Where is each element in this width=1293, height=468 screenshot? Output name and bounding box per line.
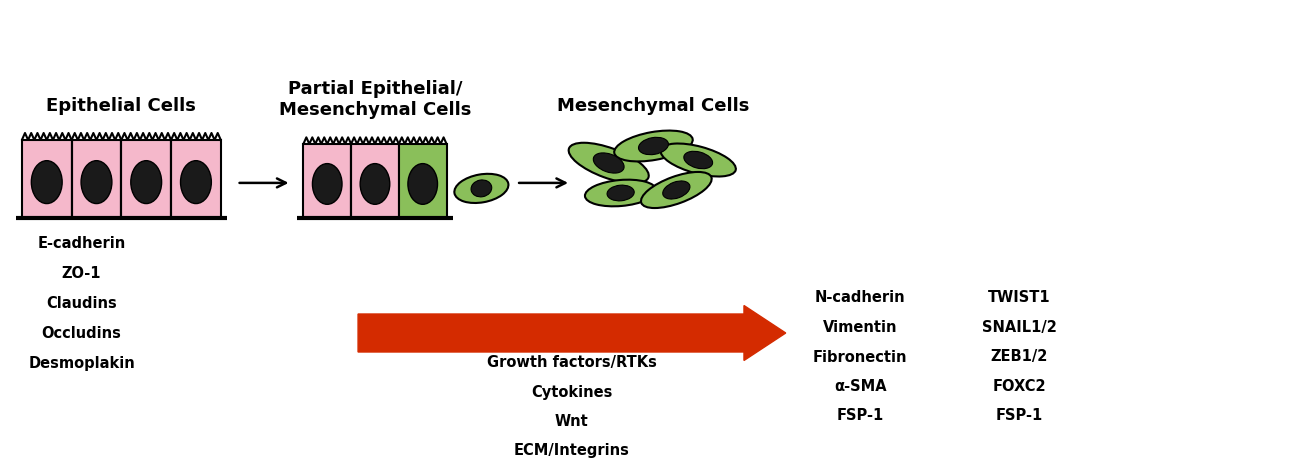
Ellipse shape [641, 172, 711, 208]
Ellipse shape [471, 180, 491, 197]
Text: ECM/Integrins: ECM/Integrins [513, 444, 630, 459]
Ellipse shape [569, 143, 649, 183]
Text: Fibronectin: Fibronectin [813, 350, 908, 365]
Text: FSP-1: FSP-1 [837, 409, 884, 424]
Text: Claudins: Claudins [47, 296, 116, 311]
FancyArrow shape [358, 306, 786, 360]
Bar [22, 140, 71, 218]
Text: Desmoplakin: Desmoplakin [28, 356, 134, 371]
Bar [398, 144, 446, 218]
Ellipse shape [584, 180, 657, 206]
Text: α-SMA: α-SMA [834, 379, 887, 394]
Bar [122, 140, 171, 218]
Text: Occludins: Occludins [41, 326, 122, 341]
Text: Growth factors/RTKs: Growth factors/RTKs [487, 355, 657, 370]
Text: Mesenchymal Cells: Mesenchymal Cells [557, 97, 750, 115]
Bar [304, 144, 352, 218]
Ellipse shape [639, 137, 668, 155]
Ellipse shape [81, 161, 112, 204]
Text: TWIST1: TWIST1 [988, 291, 1051, 306]
Text: N-cadherin: N-cadherin [815, 291, 905, 306]
Ellipse shape [407, 164, 437, 205]
Ellipse shape [663, 181, 690, 199]
Ellipse shape [181, 161, 211, 204]
Ellipse shape [131, 161, 162, 204]
Text: Vimentin: Vimentin [824, 320, 897, 335]
Ellipse shape [31, 161, 62, 204]
Ellipse shape [614, 131, 693, 161]
Text: Epithelial Cells: Epithelial Cells [47, 97, 197, 115]
Bar [352, 144, 398, 218]
Bar [171, 140, 221, 218]
Ellipse shape [313, 164, 343, 205]
Text: ZEB1/2: ZEB1/2 [990, 350, 1049, 365]
Text: E-cadherin: E-cadherin [37, 236, 125, 251]
Text: Cytokines: Cytokines [531, 385, 613, 400]
Ellipse shape [608, 185, 634, 201]
Text: ZO-1: ZO-1 [62, 266, 101, 281]
Bar [71, 140, 122, 218]
Ellipse shape [661, 144, 736, 176]
Text: FSP-1: FSP-1 [996, 409, 1043, 424]
Ellipse shape [454, 174, 508, 203]
Text: Partial Epithelial/
Mesenchymal Cells: Partial Epithelial/ Mesenchymal Cells [279, 80, 471, 119]
Ellipse shape [684, 151, 712, 168]
Text: FOXC2: FOXC2 [993, 379, 1046, 394]
Ellipse shape [593, 153, 625, 173]
Text: Wnt: Wnt [555, 414, 588, 429]
Ellipse shape [361, 164, 389, 205]
Text: SNAIL1/2: SNAIL1/2 [983, 320, 1056, 335]
